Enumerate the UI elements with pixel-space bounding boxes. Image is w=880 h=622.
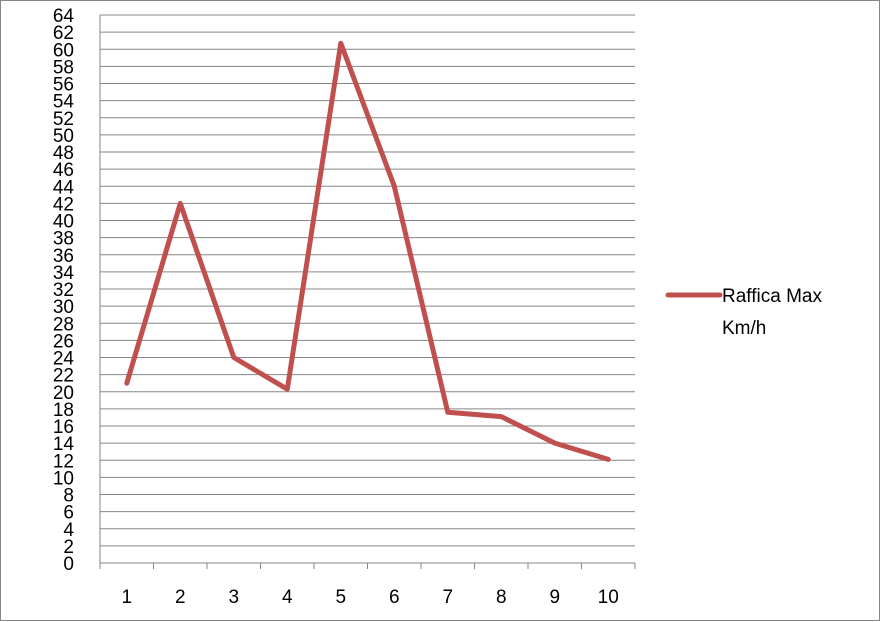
- y-tick-label-38: 38: [53, 229, 74, 250]
- y-tick-label-32: 32: [53, 280, 74, 301]
- x-tick-label-5: 5: [335, 587, 346, 608]
- x-tick-label-7: 7: [442, 587, 453, 608]
- y-axis-tick-labels: 0246810121416182022242628303234363840424…: [53, 6, 75, 575]
- x-tick-label-2: 2: [175, 587, 186, 608]
- y-tick-label-8: 8: [63, 486, 74, 507]
- series-line-0: [124, 40, 611, 462]
- x-tick-label-1: 1: [121, 587, 132, 608]
- x-tick-label-3: 3: [228, 587, 239, 608]
- legend-label-line-1: Raffica Max: [722, 286, 822, 307]
- y-tick-label-50: 50: [53, 126, 74, 147]
- y-tick-label-48: 48: [53, 143, 74, 164]
- x-axis-tick-labels: 1 2 3 4 5 6 7 8 9 10: [121, 587, 618, 608]
- y-tick-label-30: 30: [53, 297, 74, 318]
- y-tick-label-2: 2: [63, 537, 74, 558]
- x-tick-label-4: 4: [282, 587, 293, 608]
- legend: Raffica Max Km/h: [665, 286, 822, 339]
- y-tick-label-60: 60: [53, 40, 74, 61]
- series-lines: [124, 40, 611, 462]
- y-tick-label-24: 24: [53, 349, 75, 370]
- y-tick-label-26: 26: [53, 331, 74, 352]
- y-tick-label-4: 4: [63, 520, 74, 541]
- x-tick-label-10: 10: [598, 587, 619, 608]
- y-tick-label-16: 16: [53, 417, 74, 438]
- y-tick-label-36: 36: [53, 246, 74, 267]
- gridlines: [100, 14, 635, 547]
- y-tick-label-12: 12: [53, 451, 74, 472]
- y-tick-label-20: 20: [53, 383, 74, 404]
- y-tick-label-18: 18: [53, 400, 74, 421]
- x-tick-label-8: 8: [496, 587, 507, 608]
- y-tick-label-46: 46: [53, 160, 74, 181]
- x-tick-label-6: 6: [389, 587, 400, 608]
- y-tick-label-62: 62: [53, 23, 74, 44]
- y-tick-label-0: 0: [63, 554, 74, 575]
- y-tick-label-34: 34: [53, 263, 75, 284]
- y-tick-label-28: 28: [53, 314, 74, 335]
- legend-label-line-2: Km/h: [722, 318, 766, 339]
- y-tick-label-40: 40: [53, 212, 74, 233]
- y-tick-label-52: 52: [53, 109, 74, 130]
- y-tick-label-56: 56: [53, 75, 74, 96]
- y-tick-label-44: 44: [53, 177, 75, 198]
- y-tick-label-58: 58: [53, 57, 74, 78]
- axes: [99, 15, 636, 569]
- y-tick-label-6: 6: [63, 503, 74, 524]
- y-tick-label-22: 22: [53, 366, 74, 387]
- y-tick-label-14: 14: [53, 434, 75, 455]
- y-tick-label-64: 64: [53, 6, 75, 27]
- y-tick-label-10: 10: [53, 468, 74, 489]
- y-tick-label-42: 42: [53, 194, 74, 215]
- x-tick-label-9: 9: [549, 587, 560, 608]
- y-tick-label-54: 54: [53, 92, 75, 113]
